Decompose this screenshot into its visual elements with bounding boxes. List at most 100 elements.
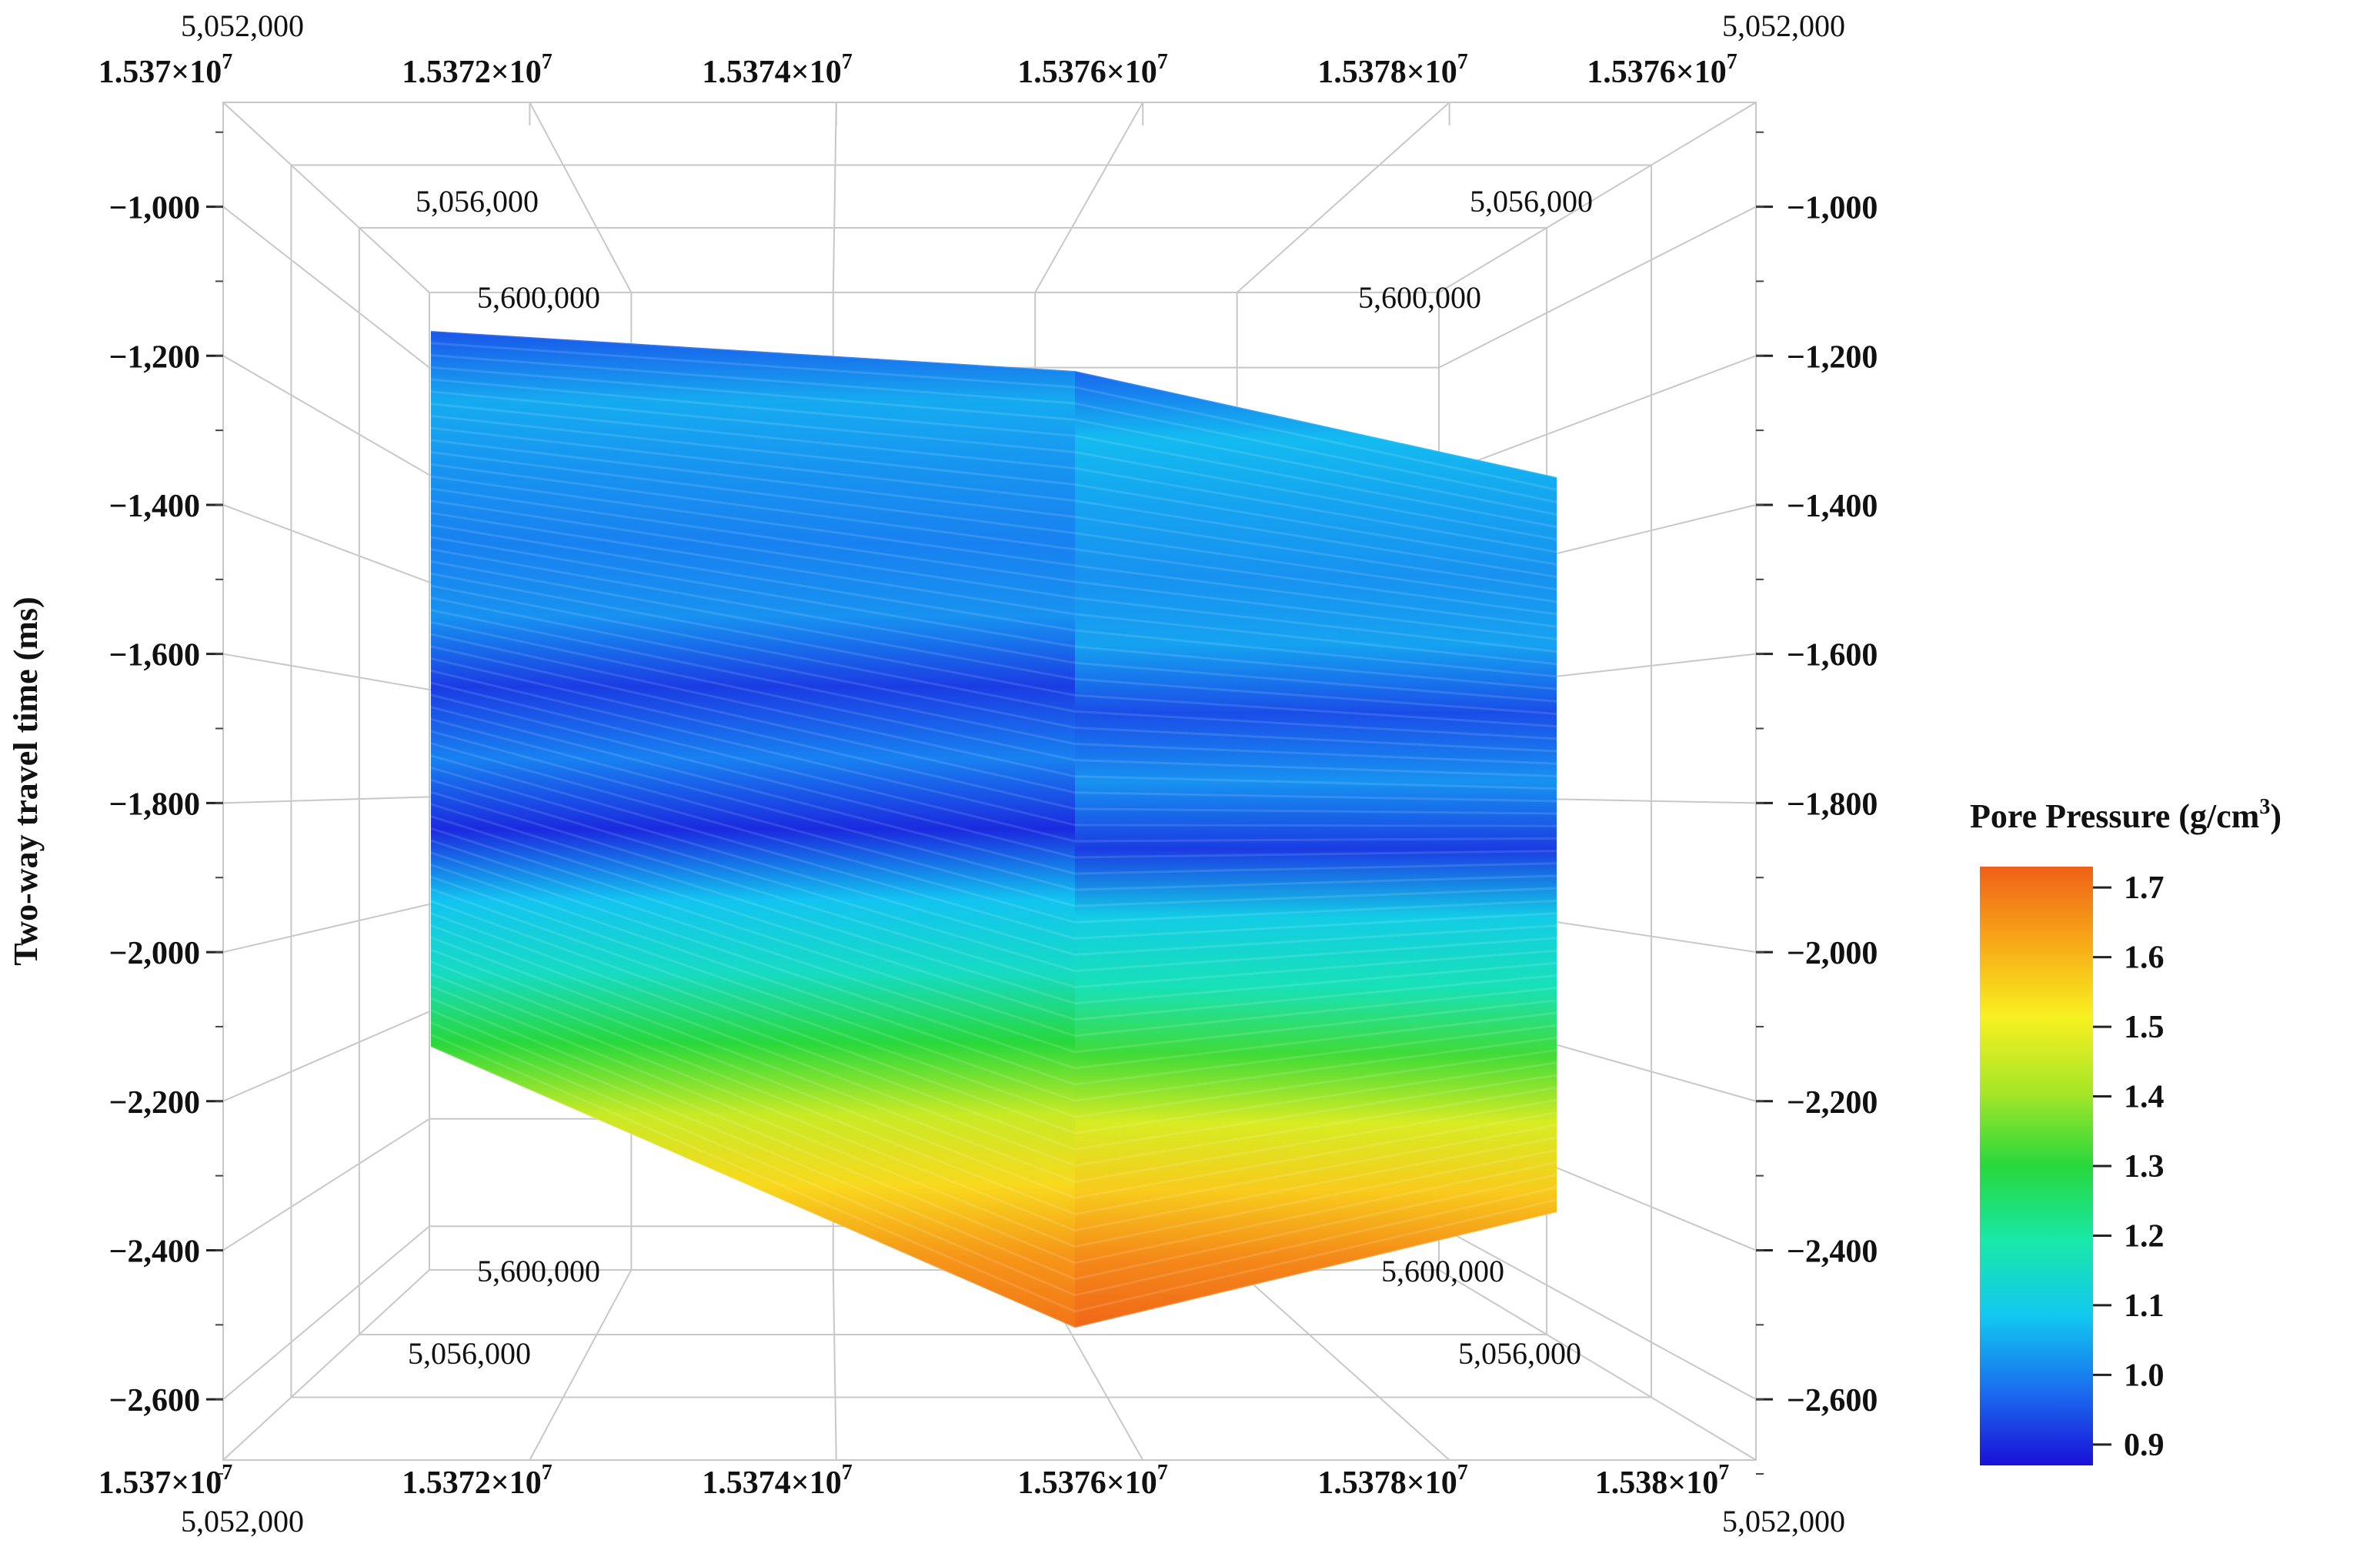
layer-stripe	[430, 681, 1557, 843]
grid-line	[222, 205, 430, 369]
layer-stripe	[430, 596, 1557, 753]
depth-label-outer: 5,056,000	[416, 184, 539, 219]
layer-stripe	[430, 767, 1557, 956]
colorbar-tick-label: 1.3	[2124, 1149, 2165, 1184]
depth-label-outer: 5,056,000	[1470, 184, 1593, 219]
x-exponent: 7	[542, 1461, 552, 1485]
layer-stripe	[430, 633, 1557, 790]
x-tick-label-top: 1.5376×107	[1017, 50, 1167, 90]
layer-stripe	[430, 778, 1557, 973]
x-exponent: 7	[222, 1461, 232, 1485]
depth-label-inner: 5,600,000	[1381, 1254, 1504, 1288]
corner-depth-label: 5,052,000	[1722, 8, 1845, 43]
grid-line	[1438, 355, 1757, 476]
grid-line	[529, 1269, 633, 1461]
x-exponent: 7	[1157, 50, 1168, 74]
grid-line	[222, 504, 430, 583]
layer-stripe	[430, 924, 1557, 1167]
layer-stripe	[430, 439, 1557, 591]
y-tick-label-left: −1,400	[109, 489, 200, 524]
layer-stripe	[430, 936, 1557, 1183]
layer-stripe	[430, 851, 1557, 1070]
y-tick-label-left: −2,600	[109, 1383, 200, 1418]
y-tick-label-right: −1,400	[1787, 489, 1878, 524]
layer-stripe	[430, 475, 1557, 628]
layer-stripe	[430, 669, 1557, 827]
y-tick-label-left: −1,800	[109, 787, 200, 822]
x-exponent: 7	[1457, 1461, 1468, 1485]
layer-stripe	[430, 693, 1557, 859]
layer-stripe	[430, 742, 1557, 924]
colorbar-tick-label: 1.0	[2124, 1358, 2165, 1393]
layer-stripe	[430, 500, 1557, 653]
layer-stripe	[430, 548, 1557, 703]
slice-face-right	[1075, 371, 1557, 1328]
layer-stripe	[430, 997, 1557, 1265]
depth-label-outer: 5,056,000	[1458, 1336, 1581, 1371]
layer-stripe	[430, 329, 1557, 479]
y-tick-label-left: −2,000	[109, 936, 200, 971]
layer-stripe	[430, 414, 1557, 566]
x-exponent: 7	[222, 50, 232, 74]
x-tick-label-top: 1.5376×107	[1587, 50, 1737, 90]
x-tick-label-bottom: 1.537×107	[98, 1461, 232, 1501]
layer-stripe	[430, 342, 1557, 491]
y-axis-title: Two-way travel time (ms)	[7, 596, 45, 965]
y-tick-label-left: −2,400	[109, 1234, 200, 1269]
layer-stripe	[430, 378, 1557, 529]
y-tick-label-left: −1,000	[109, 191, 200, 226]
corner-line	[222, 1269, 430, 1461]
layer-stripe	[430, 620, 1557, 777]
layer-stripe	[430, 366, 1557, 516]
x-tick-label-bottom: 1.5374×107	[702, 1461, 852, 1501]
axis-labels: −1,000 −1,000 −1,200 −1,200 −1,400 −1,400 −1,6…	[98, 8, 1878, 1539]
grid-line	[222, 653, 430, 690]
layer-stripe	[430, 451, 1557, 603]
grid-line	[222, 1118, 430, 1251]
colorbar: Pore Pressure (g/cm3) 1.7 1.6 1.5 1.4 1.3 1.2…	[1970, 795, 2282, 1465]
colorbar-tick-label: 1.2	[2124, 1218, 2165, 1254]
x-exponent: 7	[1727, 50, 1737, 74]
grid-line	[1034, 102, 1144, 293]
x-tick-label-top: 1.5374×107	[702, 50, 852, 90]
y-tick-label-right: −2,000	[1787, 936, 1878, 971]
layer-stripe	[430, 887, 1557, 1118]
layer-stripe	[430, 426, 1557, 578]
x-tick-label-bottom: 1.5378×107	[1317, 1461, 1467, 1501]
x-exponent: 7	[842, 50, 853, 74]
y-tick-label-left: −1,200	[109, 339, 200, 375]
depth-label-outer: 5,056,000	[408, 1336, 531, 1371]
x-exponent: 7	[1718, 1461, 1729, 1485]
colorbar-tick-label: 1.5	[2124, 1010, 2165, 1045]
y-tick-label-left: −1,600	[109, 638, 200, 673]
layer-stripe	[430, 973, 1557, 1232]
y-tick-label-left: −2,200	[109, 1085, 200, 1121]
corner-line	[222, 102, 430, 293]
layer-stripe	[430, 961, 1557, 1216]
layer-stripe	[430, 584, 1557, 740]
layer-stripe	[430, 1033, 1557, 1313]
depth-label-inner: 5,600,000	[477, 280, 600, 315]
layer-stripe	[430, 875, 1557, 1102]
layer-stripe	[430, 487, 1557, 640]
layer-stripe	[430, 463, 1557, 616]
grid-line	[222, 1225, 430, 1400]
x-exponent: 7	[542, 50, 552, 74]
y-tick-label-right: −1,800	[1787, 787, 1878, 822]
outer-frame	[222, 102, 1757, 1461]
colorbar-tick-label: 1.4	[2124, 1080, 2165, 1115]
colorbar-title-sup: 3	[2259, 795, 2270, 819]
layer-stripe	[430, 984, 1557, 1248]
corner-depth-label: 5,052,000	[181, 1504, 304, 1539]
layer-stripe	[430, 864, 1557, 1086]
layer-stripe	[430, 948, 1557, 1200]
y-tick-label-right: −1,600	[1787, 638, 1878, 673]
y-tick-label-right: −1,000	[1787, 191, 1878, 226]
layer-stripe	[430, 523, 1557, 678]
x-tick-label-bottom: 1.538×107	[1595, 1461, 1729, 1501]
layer-stripe	[430, 717, 1557, 891]
layer-stripe	[430, 560, 1557, 716]
layer-stripe	[430, 390, 1557, 541]
